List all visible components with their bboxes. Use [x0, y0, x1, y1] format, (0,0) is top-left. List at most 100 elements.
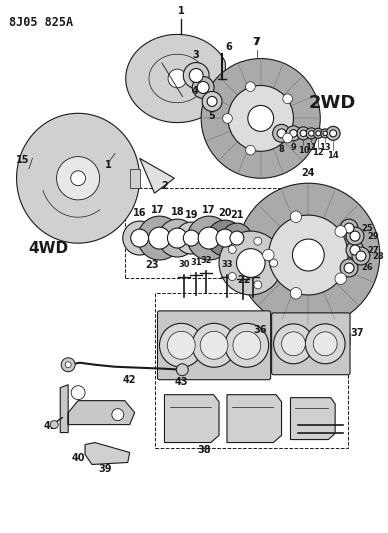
Text: 8: 8: [279, 146, 284, 155]
Text: 12: 12: [312, 148, 324, 157]
Circle shape: [177, 364, 188, 376]
Circle shape: [71, 386, 85, 400]
Circle shape: [306, 128, 317, 139]
Circle shape: [200, 332, 228, 359]
Circle shape: [323, 131, 327, 135]
Circle shape: [290, 211, 302, 223]
Circle shape: [290, 287, 302, 299]
Polygon shape: [140, 158, 174, 193]
Circle shape: [198, 227, 220, 249]
Text: 29: 29: [367, 231, 379, 240]
Bar: [154, 293, 348, 448]
Circle shape: [356, 251, 366, 261]
Circle shape: [346, 241, 364, 259]
Text: 19: 19: [184, 210, 198, 220]
Text: 17: 17: [203, 205, 216, 215]
Text: 40: 40: [71, 453, 85, 463]
Text: 4: 4: [192, 86, 199, 96]
Circle shape: [274, 324, 313, 364]
Text: 7: 7: [252, 37, 259, 46]
Polygon shape: [227, 394, 282, 442]
Circle shape: [228, 246, 236, 254]
Circle shape: [167, 332, 195, 359]
Circle shape: [207, 96, 217, 107]
Circle shape: [228, 272, 236, 280]
Circle shape: [290, 130, 297, 137]
Circle shape: [277, 129, 286, 138]
Circle shape: [321, 129, 330, 138]
Circle shape: [335, 273, 346, 285]
Circle shape: [223, 114, 232, 123]
Circle shape: [344, 263, 354, 273]
Circle shape: [207, 220, 243, 256]
Circle shape: [202, 92, 222, 111]
Text: 3: 3: [193, 50, 199, 60]
Circle shape: [340, 259, 358, 277]
Text: 26: 26: [361, 263, 373, 272]
Circle shape: [222, 223, 252, 253]
Polygon shape: [17, 114, 139, 243]
Text: 27: 27: [367, 246, 379, 255]
Text: 34: 34: [237, 262, 249, 271]
Circle shape: [123, 221, 156, 255]
Text: 24: 24: [301, 168, 315, 178]
Circle shape: [230, 231, 244, 245]
Text: 38: 38: [197, 445, 211, 455]
Circle shape: [316, 131, 321, 136]
Text: 21: 21: [230, 210, 244, 220]
Circle shape: [228, 85, 293, 151]
Text: 31: 31: [191, 258, 202, 267]
Circle shape: [350, 231, 360, 241]
Circle shape: [167, 228, 187, 248]
Text: 23: 23: [145, 260, 158, 270]
Circle shape: [270, 259, 278, 267]
Circle shape: [219, 231, 282, 295]
Circle shape: [158, 219, 196, 257]
Circle shape: [159, 324, 203, 367]
Text: 6: 6: [225, 42, 232, 52]
Text: 10: 10: [298, 147, 309, 155]
Circle shape: [71, 171, 85, 185]
Circle shape: [340, 219, 358, 237]
Circle shape: [233, 332, 261, 359]
Text: 18: 18: [171, 207, 184, 217]
Text: 15: 15: [16, 155, 29, 165]
Circle shape: [216, 229, 234, 247]
Polygon shape: [85, 442, 130, 464]
Text: 2WD: 2WD: [308, 94, 356, 112]
Text: 30: 30: [178, 260, 190, 269]
Bar: [125, 188, 323, 278]
Text: 1: 1: [178, 6, 185, 16]
Text: 11: 11: [305, 143, 317, 152]
Circle shape: [283, 94, 293, 103]
Text: 16: 16: [133, 208, 146, 218]
Circle shape: [268, 215, 348, 295]
Circle shape: [254, 237, 262, 245]
Circle shape: [246, 146, 255, 155]
Text: 39: 39: [98, 464, 112, 474]
Polygon shape: [130, 169, 140, 188]
FancyBboxPatch shape: [158, 311, 271, 379]
Circle shape: [308, 131, 314, 136]
Text: 17: 17: [151, 205, 164, 215]
Text: 9: 9: [291, 143, 296, 152]
Wedge shape: [237, 183, 380, 327]
Circle shape: [352, 247, 370, 265]
Circle shape: [254, 281, 262, 289]
Text: 1: 1: [104, 160, 111, 170]
Text: 2: 2: [161, 181, 168, 191]
Text: 4WD: 4WD: [28, 240, 69, 255]
Circle shape: [131, 229, 149, 247]
Text: 33: 33: [221, 260, 233, 269]
Circle shape: [149, 227, 170, 249]
Text: 36: 36: [254, 325, 267, 335]
Text: 13: 13: [319, 143, 331, 152]
Circle shape: [344, 223, 354, 233]
Text: 42: 42: [123, 375, 137, 385]
Circle shape: [286, 126, 301, 141]
Circle shape: [263, 249, 274, 261]
Circle shape: [61, 358, 75, 372]
Circle shape: [225, 324, 268, 367]
Circle shape: [183, 62, 209, 88]
Text: 28: 28: [373, 252, 385, 261]
